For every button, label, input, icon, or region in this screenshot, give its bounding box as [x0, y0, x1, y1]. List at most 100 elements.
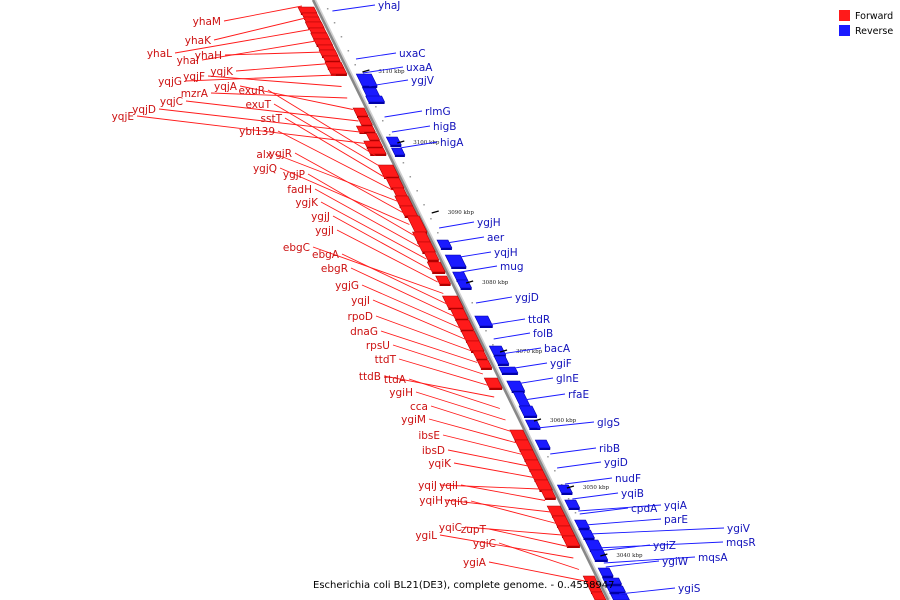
- forward-gene-label-yhaK[interactable]: yhaK: [185, 35, 212, 47]
- reverse-gene-block[interactable]: [525, 419, 541, 429]
- forward-gene-block[interactable]: [355, 125, 376, 133]
- reverse-gene-block[interactable]: [456, 279, 473, 289]
- reverse-gene-label-mqsR[interactable]: mqsR: [726, 537, 756, 549]
- forward-gene-label-ygiM[interactable]: ygiM: [401, 414, 426, 426]
- reverse-gene-block[interactable]: [518, 405, 538, 417]
- forward-gene-block[interactable]: [304, 21, 325, 29]
- reverse-gene-label-ygiV[interactable]: ygiV: [727, 523, 751, 535]
- forward-gene-label-ygjP[interactable]: ygjP: [283, 169, 305, 181]
- forward-gene-label-mzrA[interactable]: mzrA: [181, 88, 209, 100]
- reverse-gene-block[interactable]: [391, 147, 406, 156]
- forward-gene-label-ybl139[interactable]: ybl139: [239, 126, 275, 138]
- reverse-gene-label-rfaE[interactable]: rfaE: [568, 389, 589, 401]
- forward-gene-label-fadH[interactable]: fadH: [287, 184, 312, 196]
- reverse-gene-label-bacA[interactable]: bacA: [544, 343, 571, 355]
- forward-gene-label-yhaM[interactable]: yhaM: [193, 16, 221, 28]
- reverse-gene-label-higB[interactable]: higB: [433, 121, 456, 133]
- forward-gene-label-ttdB[interactable]: ttdB: [359, 371, 381, 383]
- reverse-gene-label-ygiD[interactable]: ygiD: [604, 457, 628, 469]
- reverse-gene-block[interactable]: [556, 484, 573, 494]
- forward-gene-block[interactable]: [327, 67, 348, 75]
- reverse-gene-label-uxaA[interactable]: uxaA: [406, 62, 433, 74]
- forward-gene-label-exuR[interactable]: exuR: [239, 85, 265, 97]
- forward-gene-label-yqjD[interactable]: yqjD: [132, 104, 156, 116]
- forward-gene-label-ygiH[interactable]: ygiH: [389, 387, 413, 399]
- forward-gene-label-ebgC[interactable]: ebgC: [283, 242, 310, 254]
- forward-gene-label-ibsD[interactable]: ibsD: [422, 445, 445, 457]
- reverse-gene-label-ribB[interactable]: ribB: [599, 443, 620, 455]
- reverse-gene-label-yqjH[interactable]: yqjH: [494, 247, 518, 259]
- reverse-gene-label-ygiZ[interactable]: ygiZ: [653, 540, 676, 552]
- reverse-gene-block[interactable]: [452, 271, 469, 281]
- reverse-gene-label-ygjV[interactable]: ygjV: [411, 75, 435, 87]
- forward-gene-label-yqiI[interactable]: yqiI: [439, 480, 458, 492]
- forward-gene-label-yqiH[interactable]: yqiH: [419, 495, 443, 507]
- forward-gene-block[interactable]: [313, 38, 334, 46]
- forward-gene-label-ygjJ[interactable]: ygjJ: [311, 211, 330, 223]
- reverse-gene-label-folB[interactable]: folB: [533, 328, 553, 340]
- forward-gene-label-exuT[interactable]: exuT: [245, 99, 271, 111]
- reverse-gene-label-mug[interactable]: mug: [500, 261, 524, 273]
- forward-gene-block[interactable]: [324, 61, 345, 69]
- forward-gene-block[interactable]: [318, 49, 339, 57]
- forward-gene-label-alx[interactable]: alx: [256, 149, 272, 161]
- forward-gene-block[interactable]: [316, 44, 336, 51]
- forward-gene-label-yqjA[interactable]: yqjA: [214, 81, 238, 93]
- reverse-gene-label-uxaC[interactable]: uxaC: [399, 48, 426, 60]
- forward-gene-label-rpsU[interactable]: rpsU: [366, 340, 390, 352]
- reverse-gene-block[interactable]: [365, 95, 386, 103]
- forward-gene-label-zupT[interactable]: zupT: [461, 524, 487, 536]
- reverse-gene-block[interactable]: [584, 539, 604, 551]
- reverse-gene-label-yqiA[interactable]: yqiA: [664, 500, 688, 512]
- forward-gene-label-ygjQ[interactable]: ygjQ: [253, 163, 277, 175]
- reverse-gene-block[interactable]: [574, 519, 591, 529]
- reverse-gene-block[interactable]: [506, 380, 526, 392]
- forward-gene-label-ibsE[interactable]: ibsE: [418, 430, 440, 442]
- forward-gene-label-yqjG[interactable]: yqjG: [158, 76, 182, 88]
- reverse-gene-label-cpdA[interactable]: cpdA: [631, 503, 658, 515]
- reverse-gene-label-ygjH[interactable]: ygjH: [477, 217, 501, 229]
- reverse-gene-label-yqiB[interactable]: yqiB: [621, 488, 644, 500]
- reverse-gene-label-mqsA[interactable]: mqsA: [698, 552, 728, 564]
- reverse-gene-block[interactable]: [534, 439, 551, 449]
- reverse-gene-label-aer[interactable]: aer: [487, 232, 505, 244]
- reverse-gene-label-glgS[interactable]: glgS: [597, 417, 620, 429]
- forward-gene-label-ebgA[interactable]: ebgA: [312, 249, 340, 261]
- reverse-gene-block[interactable]: [436, 239, 453, 249]
- forward-gene-label-dnaG[interactable]: dnaG: [350, 326, 378, 338]
- forward-gene-label-yqiJ[interactable]: yqiJ: [418, 480, 437, 492]
- reverse-gene-block[interactable]: [564, 499, 581, 509]
- reverse-gene-block[interactable]: [610, 593, 630, 600]
- reverse-gene-label-ttdR[interactable]: ttdR: [528, 314, 550, 326]
- forward-gene-label-yhaL[interactable]: yhaL: [147, 48, 172, 60]
- reverse-gene-block[interactable]: [385, 136, 402, 146]
- forward-gene-label-ttdT[interactable]: ttdT: [375, 354, 397, 366]
- forward-gene-label-ebgR[interactable]: ebgR: [321, 263, 348, 275]
- forward-gene-label-ygjI[interactable]: ygjI: [315, 225, 334, 237]
- forward-gene-block[interactable]: [310, 32, 331, 40]
- forward-gene-block[interactable]: [297, 6, 318, 14]
- reverse-gene-block[interactable]: [597, 567, 614, 577]
- forward-gene-label-yqiK[interactable]: yqiK: [428, 458, 452, 470]
- forward-gene-label-yhaH[interactable]: yhaH: [195, 50, 222, 62]
- forward-gene-label-ygiA[interactable]: ygiA: [463, 557, 487, 569]
- forward-gene-block[interactable]: [308, 27, 327, 34]
- reverse-gene-label-ygiF[interactable]: ygiF: [550, 358, 572, 370]
- forward-gene-label-ygjG[interactable]: ygjG: [335, 280, 359, 292]
- forward-gene-label-yqjI[interactable]: yqjI: [351, 295, 370, 307]
- reverse-gene-label-ygjD[interactable]: ygjD: [515, 292, 539, 304]
- forward-gene-label-ygiC[interactable]: ygiC: [473, 538, 496, 550]
- forward-gene-label-rpoD[interactable]: rpoD: [348, 311, 374, 323]
- reverse-gene-label-ygiW[interactable]: ygiW: [662, 556, 689, 568]
- forward-gene-label-ygiL[interactable]: ygiL: [415, 530, 437, 542]
- forward-gene-label-sstT[interactable]: sstT: [261, 113, 283, 125]
- forward-gene-label-ygjK[interactable]: ygjK: [295, 197, 319, 209]
- reverse-gene-label-rlmG[interactable]: rlmG: [425, 106, 451, 118]
- forward-gene-block[interactable]: [322, 55, 341, 62]
- forward-gene-label-yhaI[interactable]: yhaI: [177, 55, 199, 67]
- forward-gene-label-yqjC[interactable]: yqjC: [160, 96, 183, 108]
- reverse-gene-block[interactable]: [355, 73, 378, 87]
- reverse-gene-block[interactable]: [493, 355, 510, 365]
- forward-gene-block[interactable]: [590, 591, 607, 600]
- forward-gene-label-yqjF[interactable]: yqjF: [183, 71, 205, 83]
